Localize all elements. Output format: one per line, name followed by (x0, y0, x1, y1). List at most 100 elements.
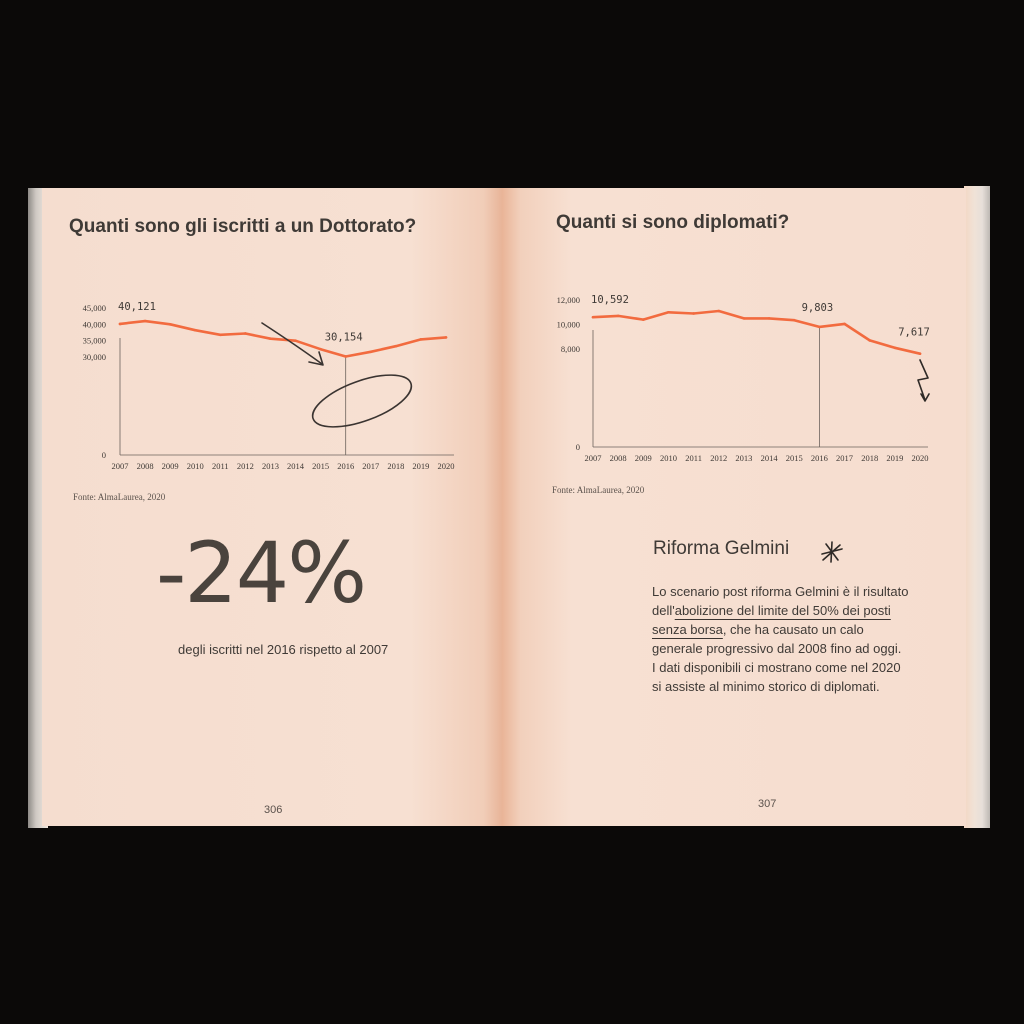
y-tick-label: 0 (102, 450, 106, 460)
data-point (143, 319, 147, 323)
body-line: senza borsa, che ha causato un calo (652, 620, 952, 639)
open-book: Quanti sono gli iscritti a un Dottorato?… (28, 184, 990, 832)
lightning-doodle-icon (917, 359, 930, 402)
x-tick-label: 2019 (412, 461, 429, 471)
page-number-right: 307 (758, 798, 777, 810)
book-edge-right (964, 186, 990, 828)
series-line (118, 319, 448, 358)
y-tick-label: 45,000 (83, 303, 106, 313)
data-point (118, 322, 122, 326)
x-tick-label: 2012 (710, 453, 727, 463)
x-tick-label: 2009 (162, 461, 179, 471)
x-tick-label: 2013 (262, 461, 279, 471)
data-point (394, 344, 398, 348)
data-point (868, 339, 871, 342)
data-point (168, 323, 172, 326)
y-tick-label: 8,000 (561, 344, 580, 354)
arrow-head-icon (308, 351, 324, 366)
series-line (591, 309, 922, 355)
body-text-segment: , che ha causato un calo (722, 622, 864, 637)
x-tick-label: 2018 (387, 461, 404, 471)
data-point (193, 328, 197, 332)
data-point (294, 339, 297, 342)
x-tick-label: 2017 (362, 461, 379, 471)
right-page: Quanti si sono diplomati? Fonte: AlmaLau… (502, 188, 966, 826)
y-tick-label: 0 (576, 442, 580, 452)
data-label: 30,154 (325, 331, 363, 343)
x-tick-label: 2007 (585, 453, 602, 463)
data-label: 40,121 (118, 301, 156, 313)
enrolled-phd-chart: 0 30,000 35,000 40,000 45,000 2007 2008 2009 201… (83, 301, 455, 471)
data-point (692, 312, 695, 315)
x-tick-label: 2009 (635, 453, 652, 463)
x-tick-label: 2012 (237, 461, 254, 471)
right-chart-source: Fonte: AlmaLaurea, 2020 (552, 485, 645, 495)
data-point (219, 333, 222, 337)
x-tick-label: 2020 (438, 461, 455, 471)
data-point (767, 317, 771, 320)
page-number-left: 306 (264, 804, 283, 816)
arrow-shaft (261, 322, 323, 365)
body-line: dell'abolizione del limite del 50% dei p… (652, 601, 952, 620)
data-point (319, 347, 322, 351)
x-tick-label: 2011 (212, 461, 229, 471)
right-page-title: Quanti si sono diplomati? (556, 212, 790, 233)
x-tick-label: 2013 (735, 453, 752, 463)
data-point (444, 336, 448, 339)
section-subheading: Riforma Gelmini (653, 538, 790, 559)
data-label: 10,592 (591, 294, 629, 306)
y-tick-label: 40,000 (83, 319, 106, 329)
data-point (642, 318, 645, 321)
x-tick-label: 2018 (861, 453, 878, 463)
data-label: 7,617 (898, 327, 930, 339)
x-tick-label: 2016 (811, 453, 828, 463)
x-tick-label: 2015 (312, 461, 329, 471)
data-point (918, 352, 922, 355)
y-tick-label: 35,000 (83, 336, 106, 346)
underlined-phrase: senza borsa (652, 622, 723, 637)
data-point (419, 338, 423, 341)
left-chart-source: Fonte: AlmaLaurea, 2020 (73, 492, 166, 502)
data-point (244, 332, 247, 335)
data-label: 9,803 (802, 302, 834, 314)
data-point (667, 310, 670, 314)
body-text-segment: dell' (652, 603, 675, 618)
x-tick-label: 2019 (886, 453, 903, 463)
percent-change-caption: degli iscritti nel 2016 rispetto al 2007 (178, 642, 389, 657)
y-tick-label: 12,000 (557, 295, 580, 305)
x-tick-label: 2014 (761, 453, 779, 463)
data-point (792, 318, 796, 322)
x-tick-label: 2010 (660, 453, 677, 463)
data-point (591, 315, 595, 319)
x-tick-label: 2014 (287, 461, 305, 471)
x-tick-label: 2007 (112, 461, 129, 471)
body-paragraph: Lo scenario post riforma Gelmini è il ri… (652, 582, 952, 696)
phd-graduates-chart: 0 8,000 10,000 12,000 2007 2008 2009 2010 2011 20… (557, 294, 930, 463)
body-line: generale progressivo dal 2008 fino ad og… (652, 641, 902, 656)
x-tick-label: 2008 (610, 453, 627, 463)
y-tick-label: 30,000 (83, 352, 106, 362)
x-tick-label: 2008 (137, 461, 154, 471)
x-tick-label: 2015 (786, 453, 803, 463)
x-tick-label: 2017 (836, 453, 853, 463)
underlined-phrase: abolizione del limite del 50% dei posti (674, 603, 891, 618)
data-point (717, 309, 721, 313)
circle-highlight (311, 374, 413, 428)
data-point (742, 317, 746, 320)
y-tick-label: 10,000 (557, 320, 580, 330)
asterisk-doodle-icon (821, 541, 843, 563)
x-tick-label: 2020 (912, 453, 929, 463)
body-line: si assiste al minimo storico di diplomat… (652, 679, 880, 694)
data-point (893, 346, 897, 350)
percent-change-figure: -24% (156, 524, 367, 622)
handdrawn-annotations (261, 322, 930, 428)
body-line: Lo scenario post riforma Gelmini è il ri… (652, 584, 909, 599)
x-tick-label: 2016 (337, 461, 354, 471)
data-point (269, 337, 272, 341)
data-point (344, 355, 347, 358)
x-tick-label: 2011 (685, 453, 702, 463)
data-point (818, 325, 821, 329)
left-page: Quanti sono gli iscritti a un Dottorato?… (42, 188, 502, 826)
body-line: I dati disponibili ci mostrano come nel … (652, 660, 901, 675)
